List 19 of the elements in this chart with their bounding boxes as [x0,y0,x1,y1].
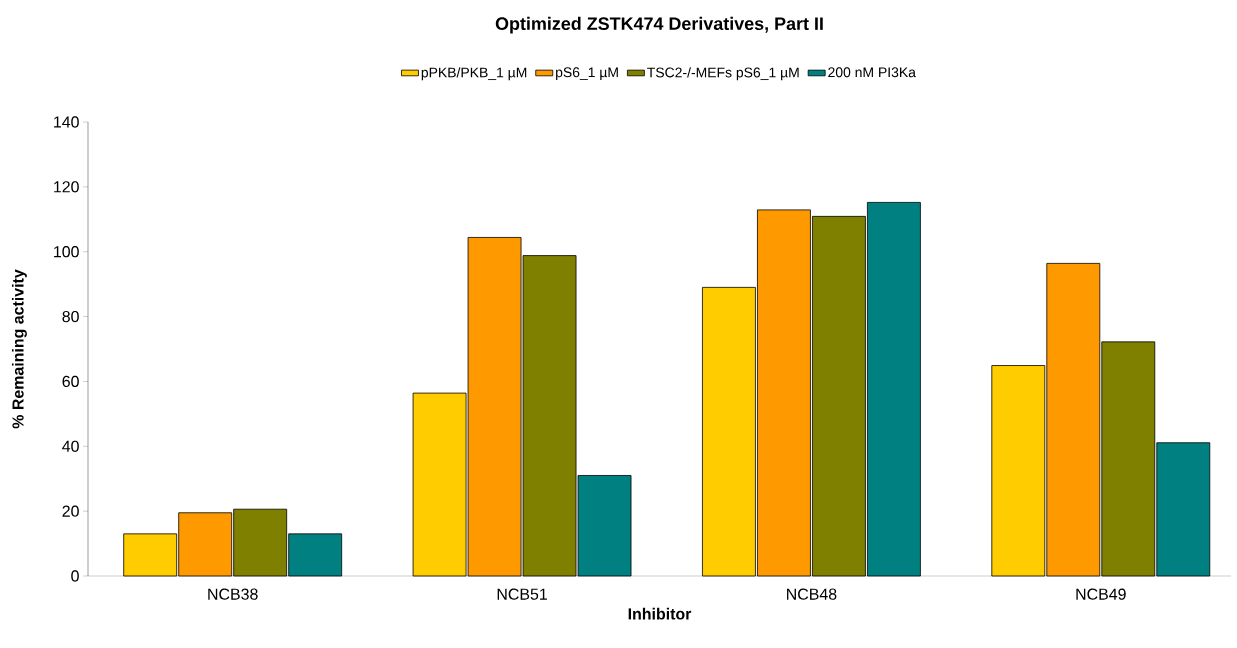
y-tick-label: 100 [54,246,79,258]
legend-label: TSC2-/-MEFs pS6_1 µM [647,67,799,81]
x-axis-title: Inhibitor [628,607,692,620]
y-tick-label: 0 [71,570,79,582]
legend-label: pPKB/PKB_1 µM [421,67,527,81]
legend-label: 200 nM PI3Ka [828,67,916,78]
x-tick-label: NCB38 [208,588,258,600]
y-tick-label: 60 [62,375,79,388]
x-tick-label: NCB48 [787,588,837,600]
y-tick-label: 80 [62,310,79,323]
x-tick-label: NCB49 [1076,588,1126,600]
x-tick-label: NCB51 [497,588,547,600]
y-tick-label: 120 [54,181,79,193]
chart-title: Optimized ZSTK474 Derivatives, Part II [495,16,823,34]
y-tick-label: 20 [62,505,79,517]
y-tick-label: 40 [62,440,79,452]
y-axis-title: % Remaining activity [11,269,27,429]
y-tick-label: 140 [54,116,79,128]
legend-label: pS6_1 µM [556,67,618,80]
